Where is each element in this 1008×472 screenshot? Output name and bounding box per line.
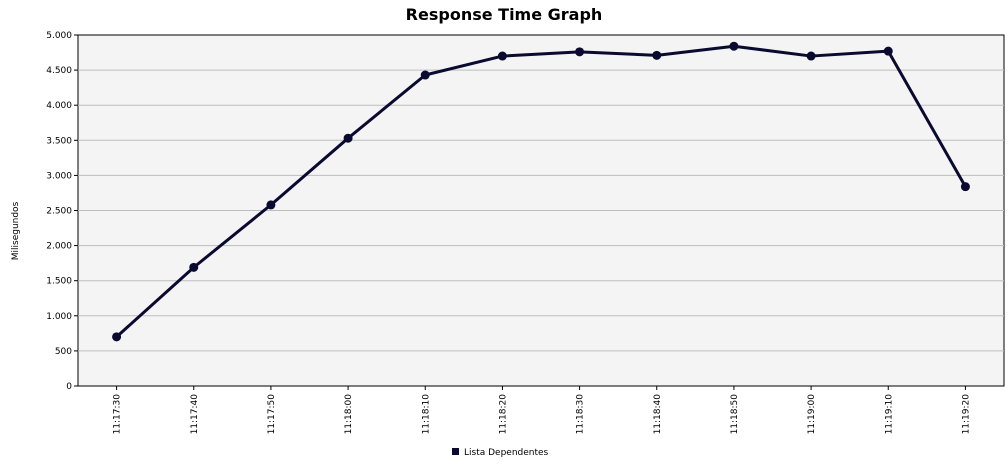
x-tick-label: 11:19:20 [961,394,971,435]
data-point [729,41,739,51]
data-point [806,51,816,61]
x-tick-label: 11:19:10 [884,394,894,435]
x-tick-label: 11:17:40 [190,394,200,435]
y-tick-label: 3.500 [46,136,72,146]
y-tick-label: 500 [55,347,72,357]
x-tick-label: 11:18:10 [421,394,431,435]
legend-label: Lista Dependentes [464,448,549,458]
data-point [266,200,276,210]
data-point [883,46,893,56]
legend-marker [452,448,459,455]
data-point [575,47,585,57]
data-point [497,51,507,61]
x-axis: 11:17:30 11:17:40 11:17:50 11:18:00 11:18:10… [113,386,971,435]
data-point [189,262,199,272]
series-line [115,44,967,338]
x-tick-label: 11:18:50 [730,394,740,435]
x-tick-label: 11:18:20 [498,394,508,435]
data-point [960,182,970,192]
legend: Lista Dependentes [452,448,549,458]
data-point [652,50,662,60]
x-tick-label: 11:18:00 [344,394,354,435]
data-point [112,332,122,342]
x-tick-label: 11:19:00 [807,394,817,435]
x-tick-label: 11:17:30 [113,394,123,435]
y-axis-label: Milisegundos [11,201,21,260]
y-axis: 0 500 1.000 1.500 2.000 2.500 3.000 3.500 4.000 4… [46,31,78,392]
y-tick-label: 3.000 [46,171,72,181]
x-tick-label: 11:17:50 [267,394,277,435]
series-layer [112,41,970,342]
x-tick-label: 11:18:30 [576,394,586,435]
y-tick-label: 2.500 [46,207,72,217]
data-point [343,133,353,143]
y-tick-label: 1.000 [46,312,72,322]
chart-title: Response Time Graph [406,5,603,24]
y-tick-label: 2.000 [46,242,72,252]
y-tick-label: 0 [66,382,72,392]
y-tick-label: 5.000 [46,31,72,41]
x-tick-label: 11:18:40 [653,394,663,435]
grid-lines [78,69,1004,352]
y-tick-label: 4.000 [46,101,72,111]
y-tick-label: 1.500 [46,277,72,287]
data-point [420,70,430,80]
y-tick-label: 4.500 [46,66,72,76]
